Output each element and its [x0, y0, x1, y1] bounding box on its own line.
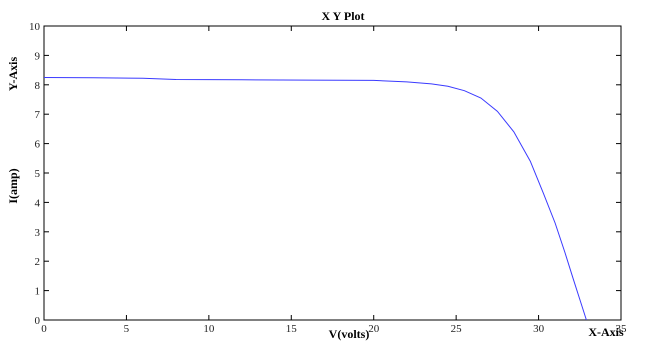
- y-tick-label: 8: [35, 80, 41, 92]
- x-tick-label: 20: [368, 323, 380, 335]
- x-tick-label: 5: [124, 323, 130, 335]
- y-tick-label: 9: [35, 50, 41, 62]
- x-tick-label: 30: [533, 323, 545, 335]
- y-tick-label: 6: [35, 139, 41, 151]
- x-tick-label: 35: [616, 323, 628, 335]
- y-tick-label: 5: [35, 168, 41, 180]
- y-tick-label: 1: [35, 286, 41, 298]
- x-tick-label: 25: [451, 323, 463, 335]
- y-tick-label: 0: [35, 315, 41, 327]
- x-axis-name: X-Axis: [588, 325, 624, 339]
- y-axis-name: Y-Axis: [6, 57, 20, 92]
- chart-title: X Y Plot: [321, 9, 364, 23]
- y-tick-label: 7: [35, 109, 41, 121]
- x-axis-label: V(volts): [329, 327, 370, 341]
- y-axis-label: I(amp): [6, 168, 20, 203]
- y-tick-label: 2: [35, 256, 41, 268]
- series-line-iv-curve: [43, 77, 587, 321]
- y-tick-label: 10: [29, 21, 41, 33]
- x-tick-label: 0: [41, 323, 47, 335]
- y-tick-label: 4: [35, 197, 41, 209]
- x-tick-label: 15: [286, 323, 298, 335]
- axis-ticks: 0 5 10 15 20 25 30 35 0 1 2 3 4 5 6 7 8 9 10: [29, 21, 627, 335]
- plot-area-frame: [43, 25, 622, 321]
- x-tick-label: 10: [203, 323, 215, 335]
- y-tick-label: 3: [35, 227, 41, 239]
- data-series: [43, 77, 587, 321]
